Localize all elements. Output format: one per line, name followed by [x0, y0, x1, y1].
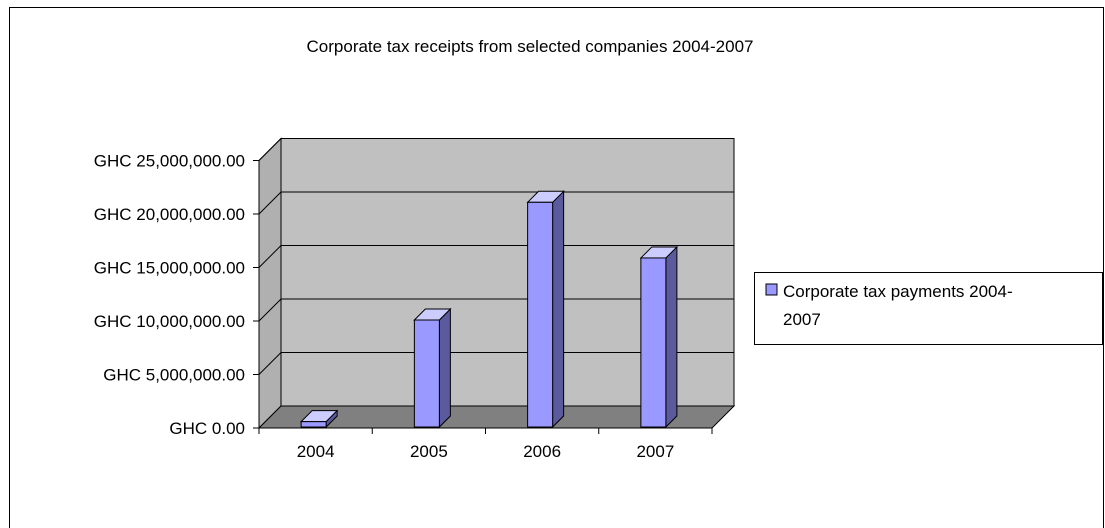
bar: [639, 245, 679, 429]
y-tick-label: GHC 25,000,000.00: [94, 152, 245, 171]
bar-front: [640, 257, 667, 428]
gridline: [258, 245, 734, 268]
y-tick-label: GHC 20,000,000.00: [94, 205, 245, 224]
y-tick-label: GHC 10,000,000.00: [94, 312, 245, 331]
bar: [526, 190, 565, 429]
bar-side: [438, 307, 451, 429]
gridline: [258, 298, 734, 322]
bar-side: [665, 245, 678, 429]
bar-front: [300, 421, 327, 428]
bar-front: [527, 201, 554, 428]
bar: [299, 409, 339, 429]
y-tick-label: GHC 0.00: [169, 419, 245, 438]
gridline: [258, 138, 734, 161]
gridline: [258, 191, 734, 215]
legend-label: Corporate tax payments 2004-: [783, 282, 1013, 301]
chart-title: Corporate tax receipts from selected com…: [307, 37, 754, 56]
x-tick-label: 2004: [297, 442, 335, 461]
legend-label: 2007: [783, 310, 821, 329]
bar-side: [552, 190, 565, 429]
y-tick-label: GHC 5,000,000.00: [103, 366, 245, 385]
bar-front: [413, 319, 440, 428]
legend: Corporate tax payments 2004- 2007: [754, 272, 1103, 345]
x-tick-label: 2007: [636, 442, 674, 461]
plot-area: GHC 0.00 GHC 5,000,000.00 GHC 10,000,000.0…: [94, 137, 736, 461]
x-tick-label: 2005: [410, 442, 448, 461]
bar: [413, 307, 452, 429]
y-tick-label: GHC 15,000,000.00: [94, 259, 245, 278]
side-wall: [258, 137, 282, 430]
gridline: [258, 352, 734, 375]
legend-box: [754, 272, 1103, 345]
x-tick-label: 2006: [523, 442, 561, 461]
legend-swatch: [765, 283, 778, 296]
